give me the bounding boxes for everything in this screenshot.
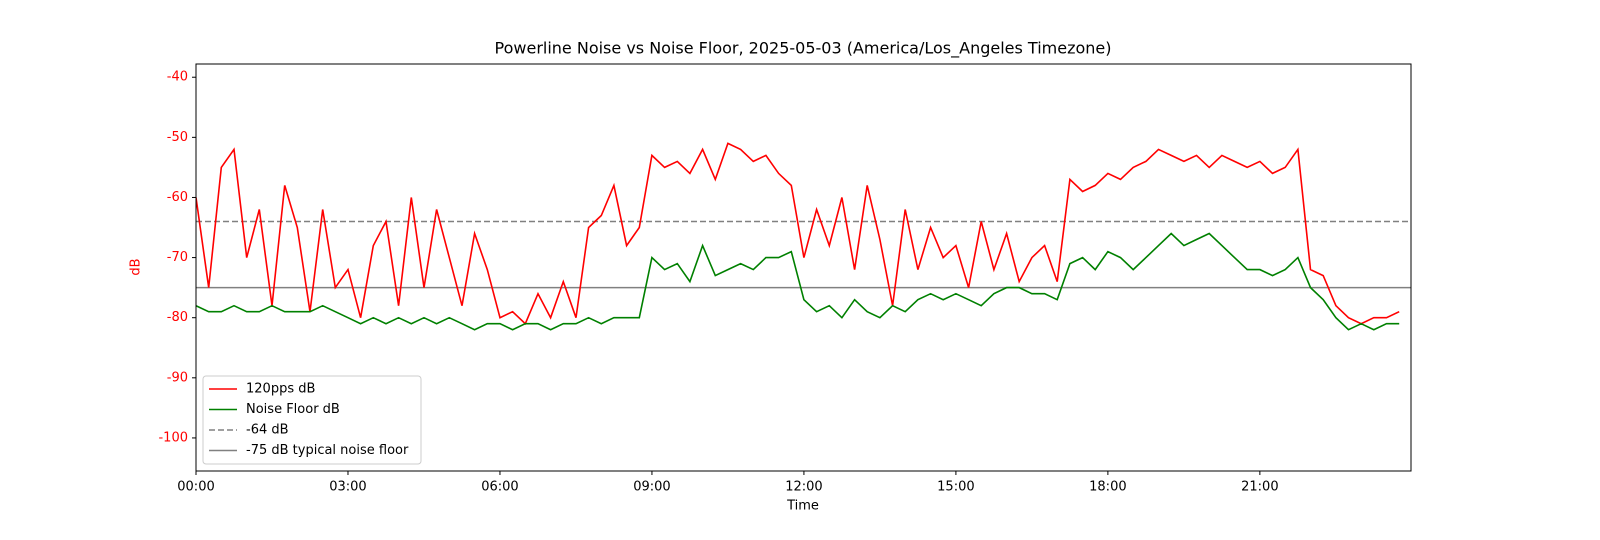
- x-tick-label: 00:00: [177, 480, 214, 495]
- x-tick-label: 18:00: [1089, 480, 1126, 495]
- x-tick-label: 21:00: [1241, 480, 1278, 495]
- x-tick-label: 09:00: [633, 480, 670, 495]
- x-tick-label: 12:00: [785, 480, 822, 495]
- data-line: [196, 232, 1400, 331]
- chart-title: Powerline Noise vs Noise Floor, 2025-05-…: [495, 39, 1112, 59]
- legend-label: -75 dB typical noise floor: [246, 443, 409, 458]
- x-axis-label: Time: [786, 499, 819, 514]
- y-axis-label: dB: [129, 258, 144, 275]
- y-tick-label: -90: [167, 370, 188, 385]
- legend-label: -64 dB: [246, 423, 289, 438]
- x-tick-label: 15:00: [937, 480, 974, 495]
- y-tick-label: -100: [158, 430, 188, 445]
- y-tick-label: -80: [167, 310, 188, 325]
- data-line: [196, 142, 1400, 326]
- y-tick-label: -50: [167, 130, 188, 145]
- legend-box: [202, 375, 422, 465]
- legend-label: Noise Floor dB: [246, 402, 340, 417]
- y-tick-label: -60: [167, 190, 188, 205]
- y-tick-label: -40: [167, 70, 188, 85]
- y-tick-label: -70: [167, 250, 188, 265]
- plot-frame: [195, 63, 1412, 472]
- x-tick-label: 03:00: [329, 480, 366, 495]
- legend-label: 120pps dB: [246, 382, 315, 397]
- x-tick-label: 06:00: [481, 480, 518, 495]
